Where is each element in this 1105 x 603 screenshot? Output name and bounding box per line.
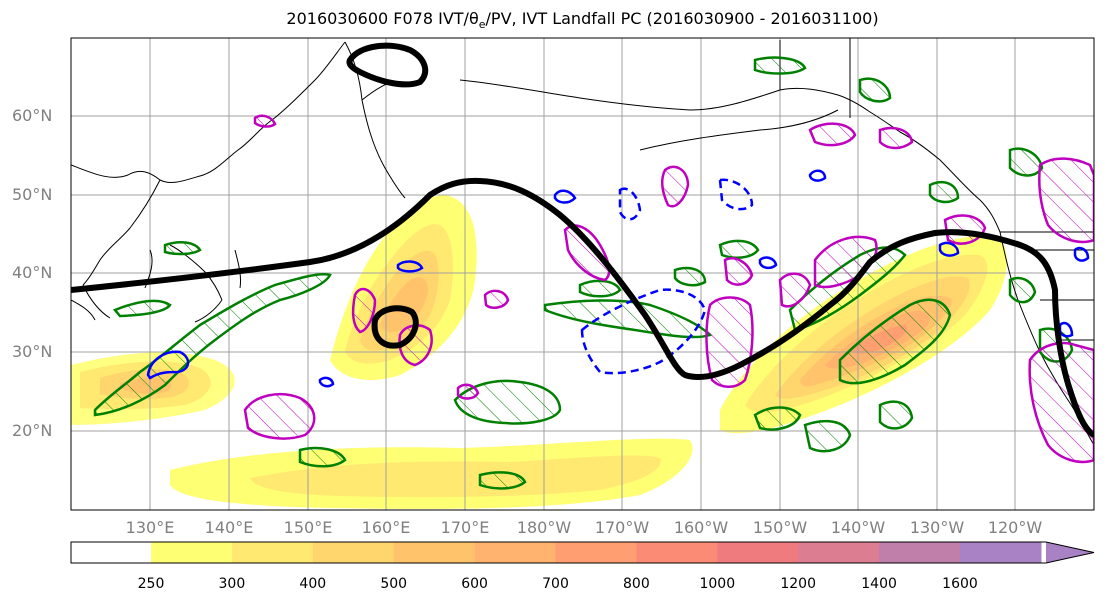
blue-dashed-contour	[580, 288, 707, 375]
colorbar-tick-label: 300	[218, 576, 246, 592]
lon-label: 150°W	[752, 518, 808, 537]
lat-label: 50°N	[12, 185, 53, 204]
colorbar-tick-label: 1600	[942, 576, 978, 592]
figure-title: 2016030600 F078 IVT/θe/PV, IVT Landfall …	[0, 9, 1105, 31]
lon-label: 140°W	[830, 518, 886, 537]
korea-japan	[144, 244, 241, 323]
colorbar-segment	[555, 542, 637, 563]
colorbar-segment	[231, 542, 314, 563]
colorbar	[70, 541, 1095, 564]
title-theta-subscript: e	[478, 18, 486, 32]
colorbar-tick-label: 700	[542, 576, 569, 592]
colorbar-segment	[393, 542, 476, 563]
colorbar-tick-label: 800	[623, 576, 650, 592]
colorbar-segment	[879, 542, 961, 563]
colorbar-segment	[151, 542, 233, 563]
lon-label: 140°E	[204, 518, 254, 537]
asia-coastline	[71, 41, 346, 321]
black-contours	[71, 42, 1094, 438]
map-frame	[70, 37, 1095, 511]
colorbar-segment	[312, 542, 395, 563]
colorbar-tick-label: 400	[299, 576, 327, 592]
colorbar-tick-label: 1000	[699, 576, 736, 592]
colorbar-segment	[717, 542, 799, 563]
title-prefix: 2016030600 F078 IVT/	[286, 9, 469, 28]
lat-label: 20°N	[12, 421, 53, 440]
lat-label: 40°N	[12, 263, 53, 282]
map-panel	[71, 38, 1094, 510]
colorbar-tick-label: 1200	[780, 576, 817, 592]
borders	[849, 38, 1094, 341]
colorbar-segment	[636, 542, 718, 563]
black-bering-contour	[346, 42, 429, 88]
lon-label: 170°W	[594, 518, 650, 537]
colorbar-tick-label: 1400	[861, 576, 897, 592]
lon-label: 120°W	[987, 518, 1043, 537]
black-jet-contour	[71, 177, 1094, 438]
black-closed-contour	[371, 305, 419, 349]
colorbar-segment	[798, 542, 880, 563]
lon-label: 160°E	[361, 518, 411, 537]
title-suffix: /PV, IVT Landfall PC (2016030900 - 20160…	[485, 9, 879, 28]
colorbar-tick-label: 250	[137, 576, 165, 592]
lat-label: 30°N	[12, 342, 53, 361]
lon-label: 130°E	[125, 518, 175, 537]
colorbar-tick-label: 600	[461, 576, 488, 592]
lon-label: 160°W	[673, 518, 729, 537]
colorbar-segment	[960, 542, 1042, 563]
colorbar-tick-label: 500	[380, 576, 408, 592]
lat-label: 60°N	[12, 106, 53, 125]
lon-label: 130°W	[909, 518, 965, 537]
title-theta: θ	[468, 9, 479, 28]
colorbar-segment	[474, 542, 557, 563]
magenta-contours	[243, 114, 1094, 464]
lon-label: 150°E	[283, 518, 333, 537]
lon-label: 170°E	[440, 518, 490, 537]
lon-label: 180°W	[516, 518, 572, 537]
